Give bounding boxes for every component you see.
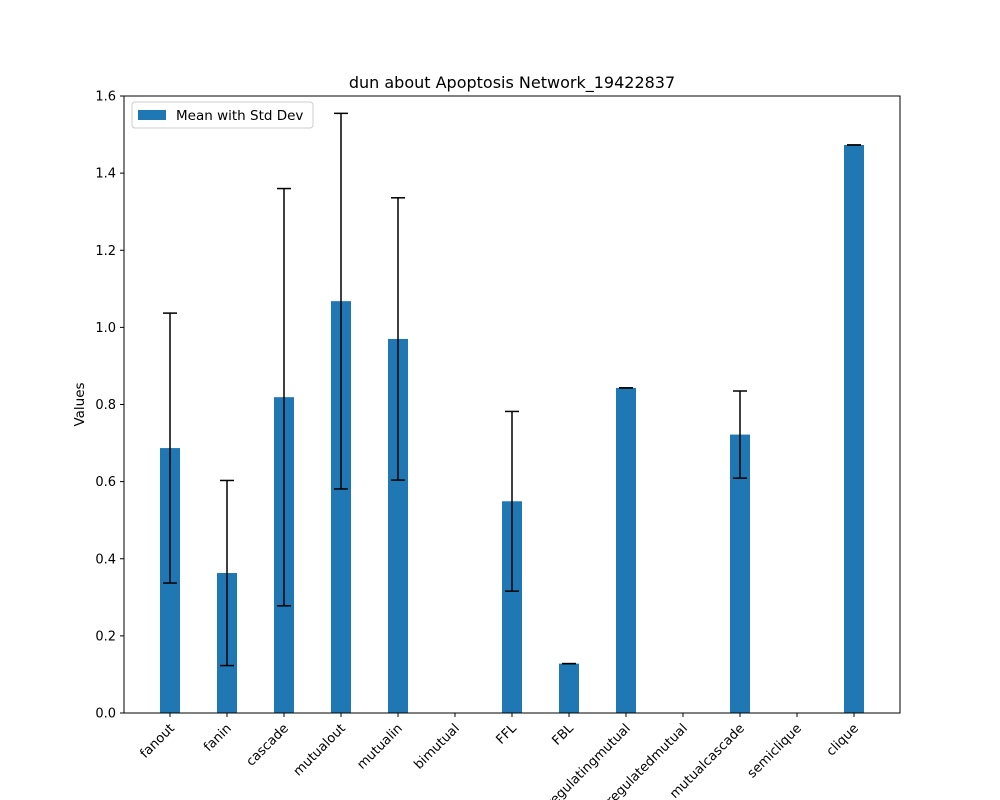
y-tick-label: 1.0 xyxy=(95,321,116,336)
x-tick-label: FBL xyxy=(550,721,578,749)
y-tick-label: 1.6 xyxy=(95,90,116,105)
legend-label: Mean with Std Dev xyxy=(176,108,303,124)
x-tick-label: mutualin xyxy=(354,721,405,772)
y-tick-label: 0.6 xyxy=(95,475,116,490)
x-tick-label: mutualout xyxy=(291,721,349,779)
chart-title: dun about Apoptosis Network_19422837 xyxy=(349,73,675,93)
y-tick-label: 0.4 xyxy=(95,552,116,567)
x-tick-label: fanout xyxy=(137,721,177,761)
legend-box xyxy=(131,101,314,129)
bar-FBL xyxy=(559,663,579,713)
x-tick-label: bimutual xyxy=(411,721,462,772)
x-tick-label: clique xyxy=(824,721,862,759)
y-tick-label: 0.0 xyxy=(95,707,116,722)
bar-FFL xyxy=(502,501,522,713)
y-tick-label: 1.4 xyxy=(95,167,116,182)
plot-frame xyxy=(123,95,901,714)
legend: Mean with Std Dev xyxy=(131,101,314,129)
y-tick-label: 0.2 xyxy=(95,629,116,644)
x-tick-label: semiclique xyxy=(745,721,805,781)
bar-mutualcascade xyxy=(730,434,750,713)
plot-area: 0.0 0.2 0.4 0.6 0.8 1.0 1.2 1.4 1.6 fanout fanin ca… xyxy=(95,90,864,800)
x-tick-label: FFL xyxy=(494,721,521,748)
legend-swatch xyxy=(138,110,166,120)
bar-clique xyxy=(844,144,864,714)
y-axis-label: Values xyxy=(72,382,88,426)
y-tick-label: 0.8 xyxy=(95,398,116,413)
x-tick-label: cascade xyxy=(244,721,292,769)
bar-mutualin xyxy=(388,338,408,713)
bar-regulatingmutual xyxy=(616,387,636,713)
x-tick-label: fanin xyxy=(201,721,235,755)
y-tick-label: 1.2 xyxy=(95,244,116,259)
bar-mutualout xyxy=(331,301,351,713)
